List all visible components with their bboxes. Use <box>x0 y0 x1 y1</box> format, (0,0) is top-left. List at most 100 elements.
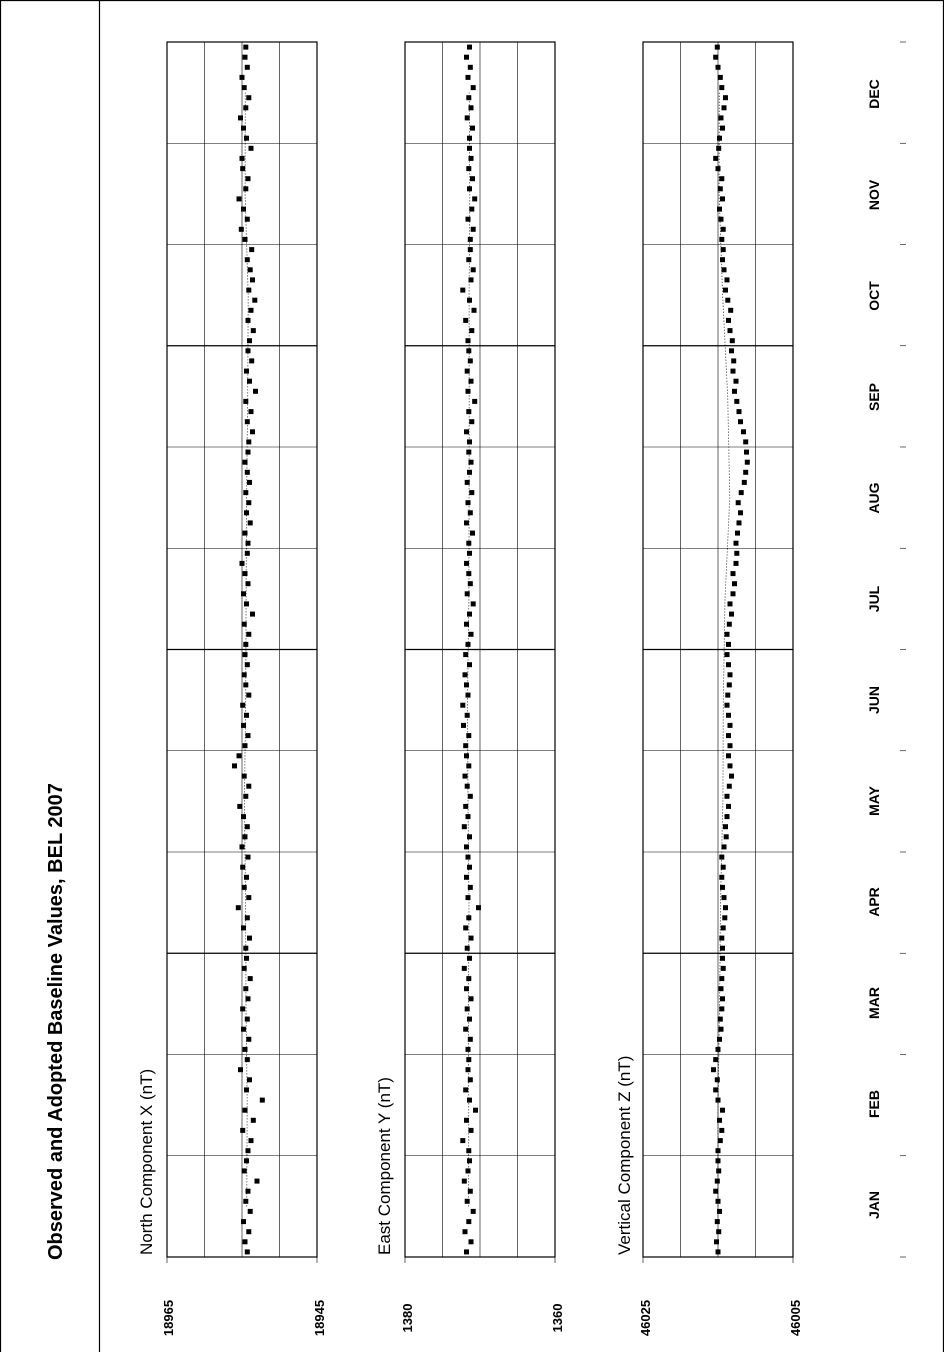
vertical-observed-point <box>741 429 746 435</box>
east-observed-point <box>464 1006 470 1012</box>
vertical-observed-point <box>717 186 723 192</box>
east-observed-point <box>464 1117 469 1123</box>
vertical-observed-point <box>732 581 737 587</box>
north-observed-point <box>241 125 246 131</box>
north-observed-point <box>245 581 251 587</box>
north-observed-point <box>250 429 255 435</box>
month-label-mar: MAR <box>866 987 882 1019</box>
north-observed-point <box>246 287 252 293</box>
north-observed-point <box>238 1067 243 1073</box>
vertical-observed-point <box>730 571 736 577</box>
north-observed-point <box>253 388 258 394</box>
vertical-observed-point <box>720 864 726 870</box>
north-observed-point <box>241 672 247 678</box>
vertical-observed-point <box>734 398 740 404</box>
vertical-observed-point <box>720 884 725 890</box>
north-observed-point <box>236 196 242 202</box>
vertical-observed-point <box>716 145 722 151</box>
north-observed-point <box>244 216 250 222</box>
vertical-observed-point <box>720 945 725 951</box>
north-observed-point <box>250 611 255 617</box>
vertical-observed-point <box>719 236 725 242</box>
north-observed-point <box>244 824 250 830</box>
vertical-observed-point <box>720 1107 725 1113</box>
north-observed-point <box>241 925 246 931</box>
north-observed-point <box>241 591 246 597</box>
vertical-observed-point <box>726 641 731 647</box>
vertical-observed-point <box>723 834 729 840</box>
vertical-observed-point <box>726 733 731 739</box>
vertical-observed-point <box>715 1046 721 1052</box>
north-observed-point <box>246 783 252 789</box>
north-observed-point <box>246 631 252 637</box>
north-observed-point <box>241 722 246 728</box>
vertical-observed-point <box>726 803 731 809</box>
east-observed-point <box>464 520 469 526</box>
east-observed-point <box>465 1067 471 1073</box>
east-observed-point <box>467 1158 472 1164</box>
north-observed-point <box>245 733 251 739</box>
vertical-observed-point <box>720 247 726 253</box>
north-observed-point <box>244 1249 250 1255</box>
north-observed-point <box>240 1006 246 1012</box>
north-observed-point <box>240 864 246 870</box>
east-observed-point <box>467 510 473 516</box>
east-observed-point <box>465 388 471 394</box>
east-observed-point <box>467 186 472 192</box>
vertical-observed-point <box>719 1127 725 1133</box>
north-observed-point <box>241 965 247 971</box>
vertical-observed-point <box>724 277 730 283</box>
vertical-observed-point <box>720 965 726 971</box>
east-observed-point <box>467 439 472 445</box>
north-observed-point <box>232 763 237 769</box>
vertical-observed-point <box>724 631 730 637</box>
vertical-observed-point <box>711 1067 716 1073</box>
north-observed-point <box>247 378 252 384</box>
vertical-observed-point <box>735 530 740 536</box>
east-observed-point <box>467 884 473 890</box>
north-observed-point <box>243 682 249 688</box>
east-observed-point <box>468 277 474 283</box>
north-observed-point <box>240 166 246 172</box>
north-observed-point <box>244 257 250 263</box>
north-observed-point <box>247 338 252 344</box>
vertical-observed-point <box>718 986 724 992</box>
north-observed-point <box>245 176 251 182</box>
east-observed-point <box>466 409 472 415</box>
north-observed-point <box>250 328 256 334</box>
east-observed-point <box>462 1229 468 1235</box>
panel-north <box>166 41 318 1263</box>
east-observed-point <box>467 44 472 50</box>
north-observed-point <box>239 560 245 566</box>
vertical-observed-point <box>725 692 731 698</box>
vertical-observed-point <box>723 95 728 101</box>
east-observed-point <box>466 348 472 354</box>
east-observed-point <box>466 257 472 263</box>
north-observed-point <box>241 621 247 627</box>
north-observed-point <box>235 905 241 911</box>
east-observed-point <box>469 206 475 212</box>
vertical-observed-point <box>715 1249 721 1255</box>
vertical-observed-point <box>715 64 721 70</box>
north-observed-point <box>242 1107 248 1113</box>
vertical-observed-point <box>731 358 737 364</box>
north-observed-point <box>259 1097 265 1103</box>
vertical-observed-point <box>720 196 725 202</box>
vertical-observed-point <box>724 702 730 708</box>
east-observed-point <box>467 864 472 870</box>
east-observed-point <box>465 338 471 344</box>
vertical-observed-point <box>744 459 750 465</box>
vertical-observed-point <box>726 753 731 759</box>
east-observed-point <box>465 641 471 647</box>
figure-title: Observed and Adopted Baseline Values, BE… <box>45 783 67 1260</box>
north-observed-point <box>248 307 254 313</box>
north-observed-point <box>246 95 252 101</box>
north-observed-point <box>246 439 252 445</box>
vertical-observed-point <box>717 1117 722 1123</box>
north-observed-point <box>238 226 244 232</box>
east-observed-point <box>465 74 471 80</box>
north-observed-point <box>244 1087 249 1093</box>
north-observed-point <box>242 571 248 577</box>
vertical-observed-point <box>744 449 749 455</box>
month-label-apr: APR <box>866 887 882 917</box>
